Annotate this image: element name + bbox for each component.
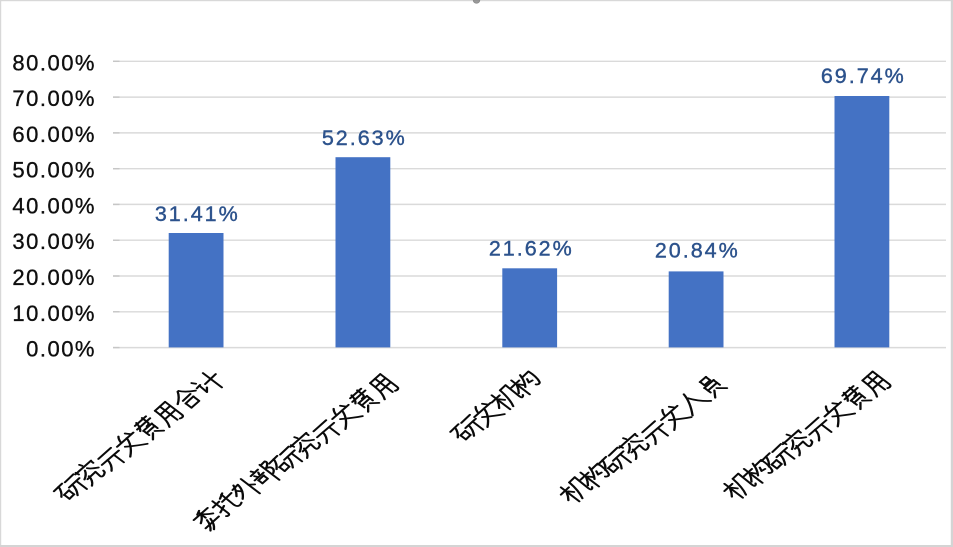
svg-text:40.00%: 40.00% xyxy=(12,193,96,218)
svg-text:30.00%: 30.00% xyxy=(12,229,96,254)
svg-text:0.00%: 0.00% xyxy=(26,337,96,362)
svg-text:10.00%: 10.00% xyxy=(12,301,96,326)
svg-text:80.00%: 80.00% xyxy=(12,50,96,75)
svg-text:20.00%: 20.00% xyxy=(12,265,96,290)
svg-text:52.63%: 52.63% xyxy=(322,126,407,150)
svg-text:60.00%: 60.00% xyxy=(12,122,96,147)
svg-text:21.62%: 21.62% xyxy=(489,237,574,261)
svg-text:69.74%: 69.74% xyxy=(821,64,906,88)
svg-text:20.84%: 20.84% xyxy=(655,239,740,263)
svg-text:50.00%: 50.00% xyxy=(12,158,96,183)
svg-text:70.00%: 70.00% xyxy=(12,86,96,111)
svg-text:31.41%: 31.41% xyxy=(155,202,240,226)
